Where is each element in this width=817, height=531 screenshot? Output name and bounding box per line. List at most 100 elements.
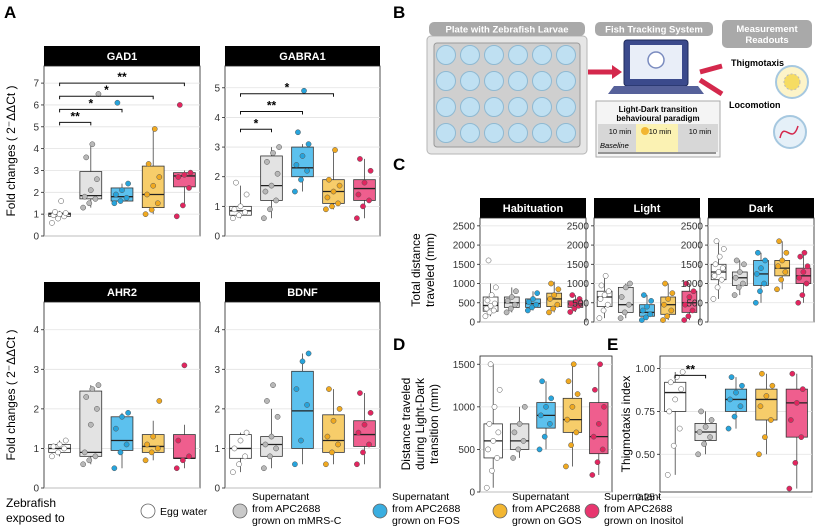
data-point	[515, 446, 522, 453]
y-tick-label: 4	[214, 113, 220, 124]
data-point	[690, 288, 697, 295]
data-point	[507, 305, 514, 312]
chart-title-bar	[44, 46, 200, 66]
data-point	[274, 413, 281, 420]
data-point	[117, 198, 124, 204]
data-point	[596, 315, 603, 322]
y-tick-label: 1000	[681, 279, 704, 290]
data-point	[792, 460, 799, 466]
chart-title: Light	[634, 203, 661, 215]
box-fos	[110, 416, 134, 451]
data-point	[142, 211, 149, 218]
data-point	[81, 449, 88, 456]
y-axis-label: Fold changes ( 2⁻ΔΔCt )	[4, 85, 18, 216]
data-point	[627, 280, 633, 287]
well	[484, 123, 504, 143]
box-fos	[291, 146, 314, 178]
data-point	[236, 461, 242, 468]
legend-swatch	[140, 503, 156, 519]
data-point	[485, 257, 492, 264]
data-point	[299, 358, 306, 365]
data-point	[599, 446, 606, 453]
y-tick-label: 0.75	[636, 407, 656, 418]
data-point	[293, 162, 300, 168]
data-point	[487, 361, 494, 368]
data-point	[782, 269, 789, 275]
data-point	[230, 469, 236, 476]
y-tick-label: 0	[214, 484, 220, 495]
data-point	[494, 455, 500, 461]
phase-1-duration: 10 min	[609, 127, 632, 136]
data-point	[737, 403, 744, 410]
data-point	[757, 403, 764, 410]
data-point	[50, 443, 57, 450]
data-point	[786, 485, 793, 492]
data-point	[242, 453, 248, 460]
data-point	[354, 461, 360, 468]
y-tick-label: 500	[572, 298, 589, 309]
data-point	[795, 299, 802, 306]
chart-light: Light 0 500 1000 1500 2000 2500	[567, 198, 701, 329]
data-point	[154, 200, 161, 207]
significance-label: *	[285, 81, 290, 95]
data-point	[534, 290, 541, 297]
data-point	[355, 429, 362, 436]
data-point	[660, 317, 666, 323]
data-point	[270, 150, 276, 156]
data-point	[667, 379, 674, 386]
legend-label: from APC2688	[512, 503, 580, 515]
y-axis-label: traveled (mm)	[423, 233, 437, 307]
data-point	[156, 174, 163, 180]
data-point	[508, 294, 515, 300]
data-point	[638, 317, 645, 323]
data-point	[554, 301, 561, 308]
data-point	[180, 202, 186, 209]
plate-wells	[436, 45, 576, 143]
data-point	[113, 191, 119, 198]
y-axis-label: transition (mm)	[427, 384, 441, 464]
data-point	[156, 398, 163, 404]
dark-phase-2	[678, 124, 718, 152]
y-tick-label: 3	[214, 365, 220, 376]
y-tick-label: 2000	[453, 241, 476, 252]
data-point	[728, 374, 735, 380]
data-point	[243, 429, 250, 436]
data-point	[513, 288, 519, 295]
significance-bracket	[240, 93, 334, 97]
significance-bracket	[674, 374, 707, 379]
data-point	[267, 453, 273, 460]
well	[436, 45, 456, 65]
y-tick-label: 1000	[453, 279, 476, 290]
panel-letter-c: C	[393, 155, 405, 174]
data-point	[763, 393, 770, 399]
data-point	[56, 211, 63, 218]
data-point	[336, 182, 343, 189]
plot-area	[43, 65, 201, 237]
data-point	[301, 87, 307, 94]
well	[508, 71, 528, 91]
panel-letter-d: D	[393, 335, 405, 354]
y-tick-label: 2	[33, 188, 39, 199]
data-point	[484, 297, 491, 304]
data-point	[119, 187, 125, 193]
data-point	[648, 297, 655, 304]
well	[484, 71, 504, 91]
data-point	[175, 174, 182, 180]
data-point	[145, 161, 152, 167]
data-point	[87, 421, 94, 428]
data-point	[685, 313, 692, 320]
chart-title-bar	[44, 282, 200, 302]
data-point	[569, 403, 576, 410]
data-point	[61, 445, 68, 452]
data-point	[681, 317, 688, 323]
y-tick-label: 3	[33, 365, 39, 376]
data-point	[787, 417, 794, 423]
tracking-target-icon	[647, 51, 665, 69]
legend-label: Supernatant	[512, 491, 569, 503]
data-point	[595, 421, 602, 427]
y-tick-label: 0.50	[636, 450, 656, 461]
data-point	[52, 209, 58, 215]
data-point	[665, 296, 672, 302]
data-point	[242, 209, 248, 216]
y-tick-label: 1.00	[636, 364, 656, 375]
